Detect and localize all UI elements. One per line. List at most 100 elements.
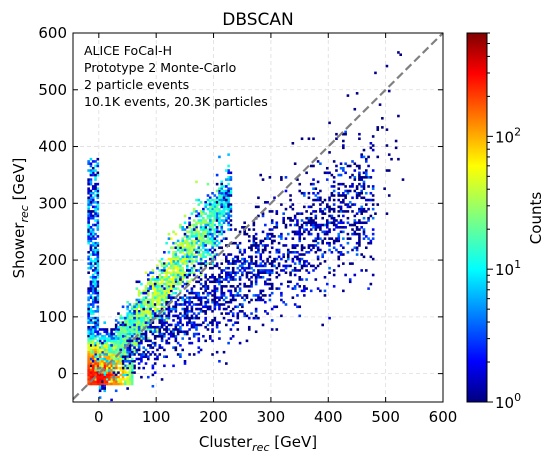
density-cell (211, 323, 214, 327)
density-cell (381, 117, 384, 120)
density-cell (176, 303, 180, 306)
density-cell (153, 371, 157, 374)
density-cell (160, 257, 164, 261)
density-cell (213, 230, 217, 234)
density-cell (126, 350, 129, 354)
density-cell (147, 350, 150, 354)
density-cell (369, 214, 373, 218)
y-tick-label: 400 (38, 138, 67, 156)
density-cell (215, 182, 219, 186)
density-cell (220, 180, 224, 184)
density-cell (229, 275, 233, 279)
density-cell (192, 228, 196, 231)
density-cell (208, 207, 212, 211)
density-cell (87, 255, 90, 259)
density-cell (183, 232, 187, 236)
density-cell (89, 307, 93, 311)
density-cell (140, 312, 143, 315)
density-cell (358, 232, 361, 236)
density-cell (110, 330, 113, 334)
density-cell (314, 210, 318, 213)
density-cell (238, 278, 242, 281)
density-cell (94, 241, 97, 245)
density-cell (264, 294, 267, 297)
density-cell (300, 246, 304, 250)
density-cell (192, 244, 196, 247)
density-cell (293, 162, 297, 166)
density-cell (273, 257, 276, 261)
density-cell (211, 203, 214, 206)
density-cell (243, 250, 246, 254)
density-cell (130, 375, 134, 379)
density-cell (234, 305, 237, 309)
density-cell (227, 194, 230, 197)
density-cell (270, 328, 274, 331)
density-cell (147, 344, 150, 347)
density-cell (360, 185, 363, 188)
density-cell (325, 223, 329, 227)
density-cell (229, 289, 233, 293)
density-cell (238, 260, 242, 263)
density-cell (110, 357, 113, 361)
density-cell (117, 378, 120, 381)
density-cell (225, 260, 228, 263)
density-cell (151, 314, 155, 318)
density-cell (206, 285, 210, 288)
y-axis-label: Showerrec [GeV] (10, 158, 31, 279)
density-cell (250, 257, 253, 261)
density-cell (266, 271, 269, 275)
density-cell (211, 353, 214, 356)
density-cell (156, 307, 159, 311)
density-cell (305, 287, 308, 290)
density-cell (128, 359, 132, 363)
density-cell (339, 210, 343, 213)
density-cell (211, 319, 214, 322)
density-cell (121, 335, 125, 338)
density-cell (245, 232, 249, 236)
density-cell (261, 250, 265, 254)
density-cell (298, 189, 302, 193)
density-cell (225, 257, 228, 261)
density-cell (149, 323, 152, 327)
density-cell (96, 371, 100, 374)
density-cell (229, 298, 233, 302)
density-cell (96, 289, 100, 293)
density-cell (293, 266, 297, 270)
density-cell (305, 264, 308, 268)
density-cell (156, 355, 159, 359)
density-cell (87, 212, 90, 215)
density-cell (181, 278, 185, 281)
density-cell (213, 205, 217, 209)
density-cell (195, 296, 198, 299)
density-cell (101, 335, 104, 338)
density-cell (234, 273, 237, 277)
density-cell (163, 250, 166, 254)
density-cell (208, 275, 212, 279)
density-cell (204, 239, 207, 243)
density-cell (112, 362, 116, 365)
density-cell (153, 328, 157, 331)
density-cell (130, 328, 134, 331)
density-cell (147, 375, 150, 379)
density-cell (275, 328, 279, 331)
density-cell (197, 248, 201, 252)
density-cell (298, 228, 302, 231)
density-cell (151, 296, 155, 299)
density-cell (254, 280, 258, 284)
density-cell (316, 180, 320, 184)
density-cell (298, 257, 302, 261)
density-cell (87, 369, 90, 372)
density-cell (401, 178, 405, 181)
density-cell (147, 305, 150, 309)
density-cell (261, 244, 265, 247)
density-cell (215, 296, 219, 299)
density-cell (328, 196, 331, 200)
density-cell (358, 171, 361, 175)
density-cell (98, 364, 102, 368)
density-cell (112, 350, 116, 354)
density-cell (174, 232, 178, 236)
density-cell (87, 237, 90, 240)
density-cell (362, 210, 366, 213)
density-cell (218, 203, 221, 206)
density-cell (188, 328, 191, 331)
